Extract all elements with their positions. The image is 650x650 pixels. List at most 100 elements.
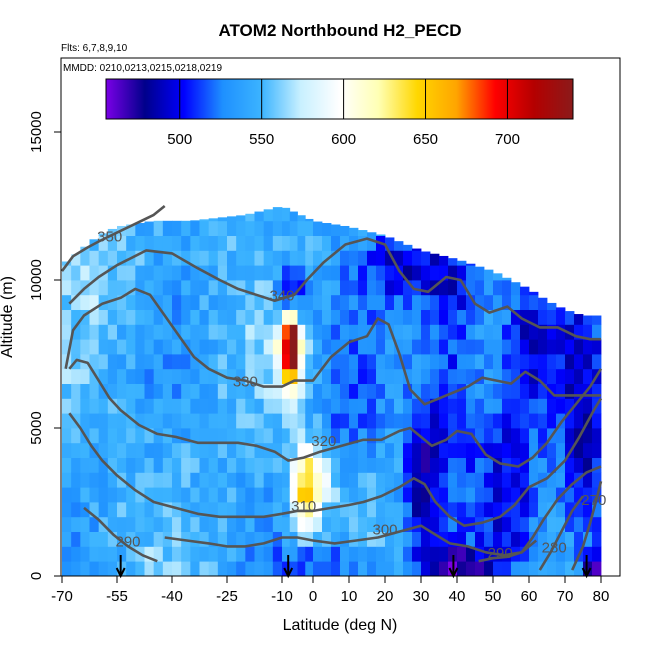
heatmap-cell [403, 339, 413, 355]
heatmap-cell [367, 487, 377, 503]
heatmap-cell [412, 546, 422, 562]
heatmap-cell [358, 383, 368, 399]
heatmap-cell [403, 383, 413, 399]
heatmap [62, 207, 602, 576]
heatmap-cell [421, 413, 431, 429]
heatmap-cell [583, 561, 593, 576]
heatmap-cell [448, 398, 458, 414]
heatmap-cell [385, 383, 395, 399]
heatmap-cell [574, 516, 584, 532]
heatmap-cell [529, 339, 539, 355]
heatmap-cell [331, 339, 341, 355]
heatmap-cell [272, 398, 283, 414]
heatmap-cell [457, 324, 467, 340]
heatmap-cell [475, 354, 485, 370]
heatmap-cell [282, 546, 291, 562]
heatmap-cell [217, 502, 228, 518]
heatmap-cell [340, 457, 350, 473]
heatmap-cell [376, 250, 386, 266]
heatmap-cell [199, 368, 210, 384]
heatmap-cell [403, 561, 413, 576]
contour-label-350: 350 [97, 229, 122, 246]
heatmap-cell [282, 442, 291, 458]
heatmap-cell [421, 383, 431, 399]
heatmap-cell [322, 413, 332, 429]
heatmap-cell [358, 230, 368, 236]
heatmap-cell [263, 280, 274, 296]
contour-label-290: 290 [488, 545, 513, 562]
heatmap-cell [502, 309, 512, 325]
heatmap-cell [331, 235, 341, 251]
heatmap-cell [421, 502, 431, 518]
heatmap-cell [190, 368, 200, 384]
heatmap-cell [208, 294, 219, 310]
heatmap-cell [547, 339, 557, 355]
heatmap-cell [565, 311, 575, 325]
heatmap-cell [322, 472, 332, 488]
heatmap-cell [367, 398, 377, 414]
heatmap-cell [190, 383, 200, 399]
contour-label-330: 330 [233, 374, 258, 391]
heatmap-cell [153, 398, 164, 414]
heatmap-cell [245, 561, 255, 576]
heatmap-cell [263, 472, 274, 488]
heatmap-cell [62, 472, 72, 488]
colorbar-tick-label-550: 550 [249, 131, 274, 148]
heatmap-cell [502, 277, 512, 281]
heatmap-cell [448, 265, 458, 281]
heatmap-cell [297, 383, 306, 399]
heatmap-cell [565, 383, 575, 399]
heatmap-cell [208, 413, 219, 429]
heatmap-cell [412, 383, 422, 399]
heatmap-cell [313, 324, 323, 340]
heatmap-cell [403, 531, 413, 547]
heatmap-cell [556, 307, 566, 310]
heatmap-cell [340, 324, 350, 340]
heatmap-cell [181, 250, 191, 266]
heatmap-cell [272, 487, 283, 503]
heatmap-cell [331, 413, 341, 429]
heatmap-cell [430, 265, 440, 281]
heatmap-cell [421, 398, 431, 414]
heatmap-cell [547, 324, 557, 340]
heatmap-cell [448, 531, 458, 547]
heatmap-cell [117, 235, 127, 251]
heatmap-cell [484, 280, 494, 296]
heatmap-cell [538, 413, 548, 429]
heatmap-cell [367, 232, 377, 236]
heatmap-cell [71, 383, 81, 399]
heatmap-cell [153, 280, 164, 296]
heatmap-cell [322, 531, 332, 547]
heatmap-cell [190, 472, 200, 488]
heatmap-cell [412, 250, 422, 266]
heatmap-cell [126, 428, 136, 444]
heatmap-cell [574, 398, 584, 414]
heatmap-cell [412, 294, 422, 310]
heatmap-cell [412, 502, 422, 518]
heatmap-cell [126, 516, 136, 532]
heatmap-cell [107, 280, 118, 296]
heatmap-cell [71, 487, 81, 503]
heatmap-cell [547, 472, 557, 488]
heatmap-cell [172, 250, 182, 266]
heatmap-cell [117, 413, 127, 429]
heatmap-cell [282, 531, 291, 547]
heatmap-cell [181, 428, 191, 444]
heatmap-cell [144, 561, 155, 576]
heatmap-cell [190, 280, 200, 296]
heatmap-cell [358, 309, 368, 325]
heatmap-cell [282, 324, 291, 340]
heatmap-cell [412, 428, 422, 444]
heatmap-cell [493, 428, 503, 444]
heatmap-cell [227, 265, 237, 281]
heatmap-cell [254, 280, 265, 296]
heatmap-cell [565, 516, 575, 532]
heatmap-cell [430, 253, 440, 266]
heatmap-cell [421, 428, 431, 444]
heatmap-cell [376, 442, 386, 458]
heatmap-cell [245, 428, 255, 444]
heatmap-cell [457, 546, 467, 562]
heatmap-cell [126, 309, 136, 325]
heatmap-cell [135, 309, 145, 325]
heatmap-cell [80, 250, 90, 266]
